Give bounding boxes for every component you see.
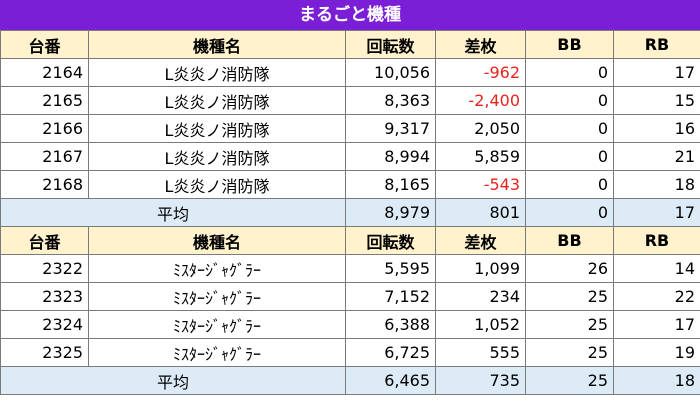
cell-bb: 25 xyxy=(525,282,614,311)
cell-model-name: ﾐｽﾀｰｼﾞｬｸﾞﾗｰ xyxy=(88,310,346,339)
cell-spins: 9,317 xyxy=(345,114,436,143)
cell-model-name: L炎炎ノ消防隊 xyxy=(88,142,346,171)
average-diff: 735 xyxy=(435,366,526,395)
average-diff: 801 xyxy=(435,198,526,227)
data-table: 台番 機種名 回転数 差枚 BB RB 2164 L炎炎ノ消防隊 10,056 -962 0 17 21… xyxy=(0,30,700,395)
cell-diff: 2,050 xyxy=(435,114,526,143)
cell-diff: 555 xyxy=(435,338,526,367)
cell-rb: 15 xyxy=(613,86,700,115)
cell-model-name: L炎炎ノ消防隊 xyxy=(88,86,346,115)
header-bb: BB xyxy=(525,30,614,59)
cell-diff: -543 xyxy=(435,170,526,199)
average-bb: 0 xyxy=(525,198,614,227)
cell-spins: 6,388 xyxy=(345,310,436,339)
cell-spins: 6,725 xyxy=(345,338,436,367)
cell-model-name: ﾐｽﾀｰｼﾞｬｸﾞﾗｰ xyxy=(88,254,346,283)
cell-spins: 7,152 xyxy=(345,282,436,311)
table-row: 2165 L炎炎ノ消防隊 8,363 -2,400 0 15 xyxy=(0,86,700,115)
cell-rb: 14 xyxy=(613,254,700,283)
cell-spins: 10,056 xyxy=(345,58,436,87)
cell-bb: 25 xyxy=(525,310,614,339)
cell-spins: 5,595 xyxy=(345,254,436,283)
cell-machine-no: 2322 xyxy=(0,254,89,283)
cell-machine-no: 2325 xyxy=(0,338,89,367)
cell-model-name: L炎炎ノ消防隊 xyxy=(88,58,346,87)
table-row: 2322 ﾐｽﾀｰｼﾞｬｸﾞﾗｰ 5,595 1,099 26 14 xyxy=(0,254,700,283)
header-model-name: 機種名 xyxy=(88,30,346,59)
average-spins: 8,979 xyxy=(345,198,436,227)
header-rb: RB xyxy=(613,226,700,255)
cell-machine-no: 2324 xyxy=(0,310,89,339)
cell-diff: 1,099 xyxy=(435,254,526,283)
cell-rb: 21 xyxy=(613,142,700,171)
cell-model-name: ﾐｽﾀｰｼﾞｬｸﾞﾗｰ xyxy=(88,338,346,367)
cell-machine-no: 2168 xyxy=(0,170,89,199)
header-diff: 差枚 xyxy=(435,30,526,59)
cell-bb: 0 xyxy=(525,142,614,171)
cell-diff: -2,400 xyxy=(435,86,526,115)
average-label: 平均 xyxy=(0,366,346,395)
average-rb: 18 xyxy=(613,366,700,395)
average-label: 平均 xyxy=(0,198,346,227)
average-bb: 25 xyxy=(525,366,614,395)
cell-machine-no: 2323 xyxy=(0,282,89,311)
cell-bb: 0 xyxy=(525,114,614,143)
table-row: 2168 L炎炎ノ消防隊 8,165 -543 0 18 xyxy=(0,170,700,199)
header-spins: 回転数 xyxy=(345,30,436,59)
cell-rb: 16 xyxy=(613,114,700,143)
cell-rb: 17 xyxy=(613,58,700,87)
cell-diff: -962 xyxy=(435,58,526,87)
header-diff: 差枚 xyxy=(435,226,526,255)
cell-diff: 1,052 xyxy=(435,310,526,339)
page-title: まるごと機種 xyxy=(0,0,700,30)
average-rb: 17 xyxy=(613,198,700,227)
cell-bb: 0 xyxy=(525,58,614,87)
page: まるごと機種 台番 機種名 回転数 差枚 BB RB 2164 L炎炎ノ消防隊 10,056 -9… xyxy=(0,0,700,395)
cell-model-name: ﾐｽﾀｰｼﾞｬｸﾞﾗｰ xyxy=(88,282,346,311)
header-bb: BB xyxy=(525,226,614,255)
header-machine-no: 台番 xyxy=(0,30,89,59)
table-row: 2324 ﾐｽﾀｰｼﾞｬｸﾞﾗｰ 6,388 1,052 25 17 xyxy=(0,310,700,339)
average-row: 平均 6,465 735 25 18 xyxy=(0,366,700,395)
table-row: 2325 ﾐｽﾀｰｼﾞｬｸﾞﾗｰ 6,725 555 25 19 xyxy=(0,338,700,367)
cell-machine-no: 2166 xyxy=(0,114,89,143)
header-rb: RB xyxy=(613,30,700,59)
cell-bb: 0 xyxy=(525,86,614,115)
average-spins: 6,465 xyxy=(345,366,436,395)
header-model-name: 機種名 xyxy=(88,226,346,255)
cell-bb: 26 xyxy=(525,254,614,283)
cell-spins: 8,363 xyxy=(345,86,436,115)
cell-machine-no: 2164 xyxy=(0,58,89,87)
cell-rb: 19 xyxy=(613,338,700,367)
cell-rb: 18 xyxy=(613,170,700,199)
cell-diff: 234 xyxy=(435,282,526,311)
cell-bb: 0 xyxy=(525,170,614,199)
cell-model-name: L炎炎ノ消防隊 xyxy=(88,170,346,199)
cell-rb: 17 xyxy=(613,310,700,339)
table-row: 2164 L炎炎ノ消防隊 10,056 -962 0 17 xyxy=(0,58,700,87)
table-row: 2167 L炎炎ノ消防隊 8,994 5,859 0 21 xyxy=(0,142,700,171)
average-row: 平均 8,979 801 0 17 xyxy=(0,198,700,227)
cell-diff: 5,859 xyxy=(435,142,526,171)
cell-model-name: L炎炎ノ消防隊 xyxy=(88,114,346,143)
cell-machine-no: 2167 xyxy=(0,142,89,171)
table-row: 2166 L炎炎ノ消防隊 9,317 2,050 0 16 xyxy=(0,114,700,143)
header-row: 台番 機種名 回転数 差枚 BB RB xyxy=(0,30,700,59)
table-row: 2323 ﾐｽﾀｰｼﾞｬｸﾞﾗｰ 7,152 234 25 22 xyxy=(0,282,700,311)
cell-spins: 8,994 xyxy=(345,142,436,171)
header-row: 台番 機種名 回転数 差枚 BB RB xyxy=(0,226,700,255)
cell-spins: 8,165 xyxy=(345,170,436,199)
header-machine-no: 台番 xyxy=(0,226,89,255)
header-spins: 回転数 xyxy=(345,226,436,255)
cell-machine-no: 2165 xyxy=(0,86,89,115)
cell-bb: 25 xyxy=(525,338,614,367)
cell-rb: 22 xyxy=(613,282,700,311)
